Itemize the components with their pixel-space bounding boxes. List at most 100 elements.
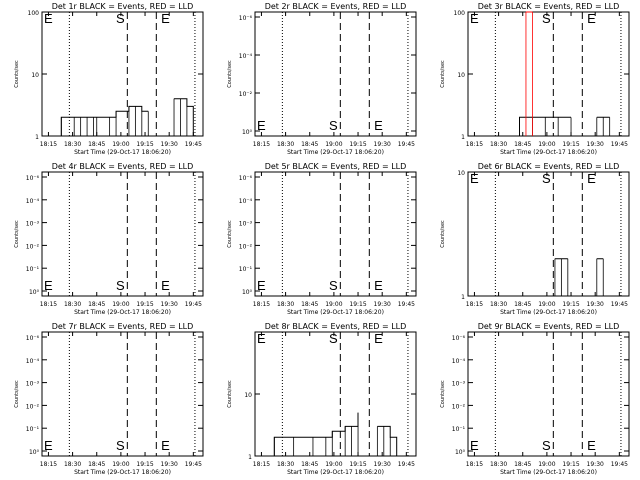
panel-7: Det 7r BLACK = Events, RED = LLD E S E 18:15… xyxy=(14,322,204,476)
y-tick-label: 1 xyxy=(461,294,465,301)
marker-e-left: E xyxy=(470,171,479,186)
plot-frame xyxy=(254,11,417,137)
y-tick-label: 1 xyxy=(461,134,465,141)
y-axis-label: Counts/sec xyxy=(440,220,446,248)
x-tick-label: 18:45 xyxy=(301,141,318,148)
x-tick-label: 19:15 xyxy=(136,141,153,148)
x-tick-label: 19:00 xyxy=(325,301,342,308)
panel-title: Det 6r BLACK = Events, RED = LLD xyxy=(478,162,620,171)
plot-frame xyxy=(41,171,204,297)
x-tick-label: 19:30 xyxy=(161,301,178,308)
x-axis-label: Start Time (29-Oct-17 18:06:20) xyxy=(287,309,384,316)
y-axis-label: Counts/sec xyxy=(227,60,233,88)
x-tick-label: 18:30 xyxy=(490,461,507,468)
marker-s: S xyxy=(116,11,125,26)
x-axis-label: Start Time (29-Oct-17 18:06:20) xyxy=(500,469,597,476)
x-tick-label: 18:15 xyxy=(253,461,270,468)
marker-s: S xyxy=(329,278,338,293)
x-tick-label: 18:30 xyxy=(277,141,294,148)
y-tick-label: 10⁻² xyxy=(239,243,253,250)
y-tick-label: 10 xyxy=(457,170,465,177)
x-tick-label: 19:15 xyxy=(349,461,366,468)
plot-frame xyxy=(41,331,204,457)
x-tick-label: 19:15 xyxy=(562,301,579,308)
y-tick-label: 10⁻³ xyxy=(26,221,40,228)
y-tick-label: 10⁻⁶ xyxy=(26,335,40,342)
x-tick-label: 19:15 xyxy=(562,461,579,468)
y-tick-label: 10⁻² xyxy=(239,91,253,98)
x-tick-label: 18:45 xyxy=(301,301,318,308)
y-tick-label: 10⁻¹ xyxy=(26,266,40,273)
marker-s: S xyxy=(329,331,338,346)
x-tick-label: 19:45 xyxy=(398,141,415,148)
marker-e-right: E xyxy=(161,11,170,26)
x-tick-label: 18:30 xyxy=(64,301,81,308)
y-tick-label: 10 xyxy=(457,72,465,79)
x-tick-label: 19:00 xyxy=(112,141,129,148)
x-axis-label: Start Time (29-Oct-17 18:06:20) xyxy=(500,309,597,316)
x-axis-label: Start Time (29-Oct-17 18:06:20) xyxy=(74,309,171,316)
panel-title: Det 3r BLACK = Events, RED = LLD xyxy=(478,2,620,11)
x-tick-label: 19:30 xyxy=(374,461,391,468)
x-tick-label: 18:30 xyxy=(277,461,294,468)
x-tick-label: 18:30 xyxy=(490,141,507,148)
plot-frame xyxy=(467,171,630,297)
panel-title: Det 4r BLACK = Events, RED = LLD xyxy=(52,162,194,171)
y-tick-label: 10⁰ xyxy=(242,129,253,136)
x-tick-label: 19:45 xyxy=(185,461,202,468)
marker-e-left: E xyxy=(257,331,266,346)
y-tick-label: 10⁻¹ xyxy=(26,426,40,433)
x-tick-label: 18:45 xyxy=(301,461,318,468)
y-tick-label: 10⁻⁴ xyxy=(26,198,40,205)
y-axis-label: Counts/sec xyxy=(227,220,233,248)
y-tick-label: 10⁰ xyxy=(29,289,40,296)
y-tick-label: 10⁻⁴ xyxy=(239,198,253,205)
panel-title: Det 1r BLACK = Events, RED = LLD xyxy=(52,2,194,11)
marker-e-left: E xyxy=(44,438,53,453)
y-tick-label: 10⁻¹ xyxy=(452,426,466,433)
x-tick-label: 19:00 xyxy=(538,141,555,148)
y-tick-label: 10⁻³ xyxy=(452,381,466,388)
y-tick-label: 10⁻² xyxy=(452,403,466,410)
y-axis-label: Counts/sec xyxy=(227,380,233,408)
panel-title: Det 5r BLACK = Events, RED = LLD xyxy=(265,162,407,171)
y-tick-label: 10⁻⁶ xyxy=(239,15,253,22)
x-tick-label: 19:15 xyxy=(349,301,366,308)
x-axis-label: Start Time (29-Oct-17 18:06:20) xyxy=(287,469,384,476)
y-tick-label: 10⁻⁶ xyxy=(452,335,466,342)
x-axis-label: Start Time (29-Oct-17 18:06:20) xyxy=(74,469,171,476)
x-tick-label: 18:30 xyxy=(64,461,81,468)
x-tick-label: 18:30 xyxy=(64,141,81,148)
marker-s: S xyxy=(542,438,551,453)
marker-e-right: E xyxy=(161,438,170,453)
panel-title: Det 8r BLACK = Events, RED = LLD xyxy=(265,322,407,331)
marker-e-left: E xyxy=(470,11,479,26)
y-tick-label: 10⁻⁴ xyxy=(239,53,253,60)
marker-s: S xyxy=(542,171,551,186)
x-tick-label: 18:45 xyxy=(88,301,105,308)
x-tick-label: 19:00 xyxy=(325,141,342,148)
marker-e-left: E xyxy=(44,11,53,26)
x-tick-label: 19:30 xyxy=(587,141,604,148)
x-tick-label: 18:45 xyxy=(514,301,531,308)
x-tick-label: 19:00 xyxy=(325,461,342,468)
x-tick-label: 19:00 xyxy=(112,461,129,468)
x-axis-label: Start Time (29-Oct-17 18:06:20) xyxy=(287,149,384,156)
marker-e-right: E xyxy=(161,278,170,293)
x-tick-label: 18:15 xyxy=(466,301,483,308)
y-tick-label: 10 xyxy=(31,72,39,79)
x-tick-label: 19:45 xyxy=(398,301,415,308)
y-tick-label: 10⁻³ xyxy=(239,221,253,228)
panel-5: Det 5r BLACK = Events, RED = LLD E S E 18:15… xyxy=(227,162,417,316)
x-tick-label: 18:15 xyxy=(253,141,270,148)
marker-e-right: E xyxy=(587,11,596,26)
y-tick-label: 10⁰ xyxy=(29,449,40,456)
marker-e-right: E xyxy=(587,438,596,453)
panel-title: Det 9r BLACK = Events, RED = LLD xyxy=(478,322,620,331)
y-tick-label: 1 xyxy=(248,454,252,461)
x-tick-label: 19:15 xyxy=(136,301,153,308)
